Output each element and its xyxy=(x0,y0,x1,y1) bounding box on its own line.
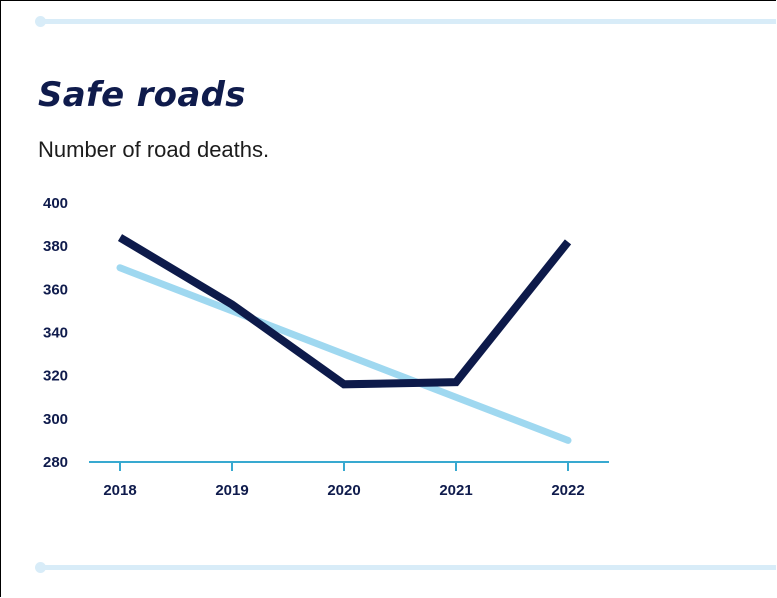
chart-subtitle: Number of road deaths. xyxy=(38,137,270,162)
x-tick-label-2021: 2021 xyxy=(439,482,472,499)
top-divider-cap xyxy=(35,16,46,27)
x-tick-label-2018: 2018 xyxy=(103,482,136,499)
y-tick-label-280: 280 xyxy=(43,454,68,471)
bottom-divider-cap xyxy=(35,562,46,573)
series-line-trend xyxy=(116,264,572,444)
y-tick-label-300: 300 xyxy=(43,411,68,428)
y-tick-label-320: 320 xyxy=(43,368,68,385)
x-tick-label-2022: 2022 xyxy=(551,482,584,499)
y-tick-label-400: 400 xyxy=(43,195,68,212)
y-tick-label-380: 380 xyxy=(43,238,68,255)
chart-title: Safe roads xyxy=(38,75,246,115)
x-tick-label-2019: 2019 xyxy=(215,482,248,499)
y-tick-label-360: 360 xyxy=(43,281,68,298)
y-tick-label-340: 340 xyxy=(43,325,68,342)
x-tick-label-2020: 2020 xyxy=(327,482,360,499)
bottom-divider xyxy=(35,562,776,573)
top-divider xyxy=(35,16,776,27)
series-line-road-deaths xyxy=(117,234,572,389)
